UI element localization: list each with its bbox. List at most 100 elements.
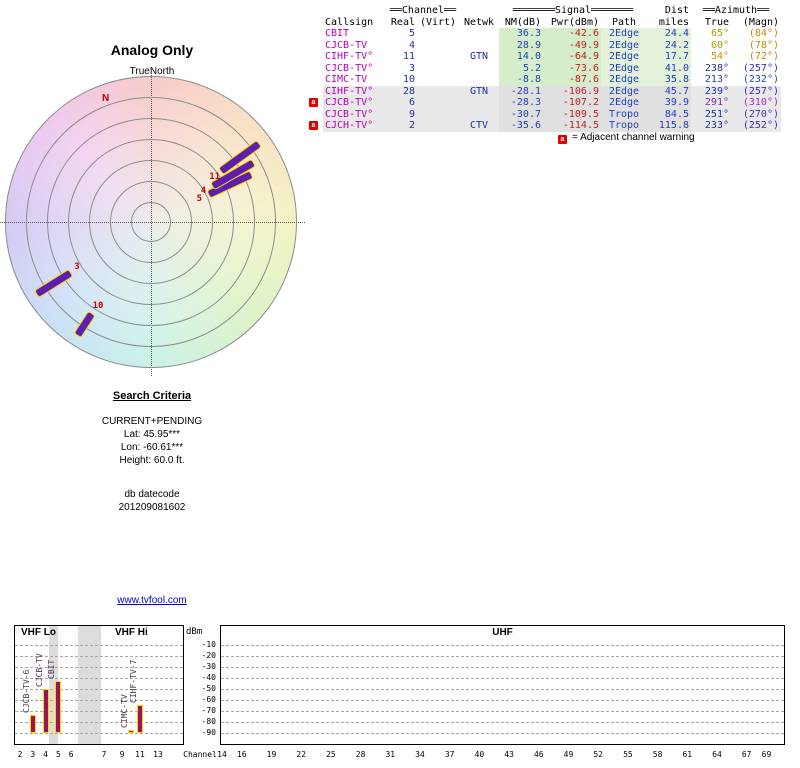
x-tick-label: 2 xyxy=(17,750,23,759)
cell-magn: (270°) xyxy=(731,108,781,120)
legend-text: = Adjacent channel warning xyxy=(572,132,695,143)
cell-true: 239° xyxy=(691,85,731,97)
x-tick-label: 9 xyxy=(119,750,125,759)
x-tick-label: 13 xyxy=(153,750,163,759)
gridline xyxy=(221,656,784,657)
gridline xyxy=(15,733,183,734)
signal-bar-ch11 xyxy=(137,705,143,733)
radar-ring xyxy=(110,181,192,263)
cell-magn: (252°) xyxy=(731,120,781,132)
cell-pwr: -87.6 xyxy=(543,74,601,86)
criteria-mode: CURRENT+PENDING xyxy=(101,416,203,427)
vhf-hi-title: VHF Hi xyxy=(115,627,148,638)
radar-channel-label-ch3: 3 xyxy=(74,262,80,273)
cell-pwr: -49.9 xyxy=(543,39,601,51)
y-tick-label: -30 xyxy=(201,662,216,671)
gridline xyxy=(15,700,183,701)
cell-true: 65° xyxy=(710,28,729,39)
cell-true: 238° xyxy=(704,62,729,74)
radar-plot: N 5 4 11 3 10 xyxy=(0,68,305,376)
radar-channel-label-ch5: 5 xyxy=(196,193,202,204)
cell-path: Tropo xyxy=(601,120,647,132)
cell-miles: 17.7 xyxy=(647,51,691,63)
x-tick-label: 40 xyxy=(474,750,485,759)
cell-miles: 39.9 xyxy=(647,97,691,109)
x-tick-label: 34 xyxy=(415,750,425,759)
cell-miles: 45.7 xyxy=(647,85,691,97)
gridline xyxy=(15,689,183,690)
radar-ring xyxy=(47,118,255,326)
cell-miles: 84.5 xyxy=(647,108,691,120)
table-row: CIHF-TV° 11 GTN 14.0 -64.9 2Edge 17.7 54° (72°) xyxy=(323,51,781,63)
x-tick-label: 5 xyxy=(55,750,61,759)
cell-pwr: -109.5 xyxy=(543,108,601,120)
gridline xyxy=(221,645,784,646)
criteria-lon: Lon: -60.61*** xyxy=(120,442,184,453)
table-row: CBIT 5 36.3 -42.6 2Edge 24.4 65° (84°) xyxy=(323,28,781,40)
cell-true: 60° xyxy=(710,39,729,51)
gridline xyxy=(221,678,784,679)
cell-pwr: -73.6 xyxy=(543,62,601,74)
cell-callsign: CJCB-TV° xyxy=(323,108,387,120)
adjacent-warning-legend: a = Adjacent channel warning xyxy=(558,132,695,144)
channel-gap-band xyxy=(49,626,58,744)
cell-callsign: CJCH-TV° a xyxy=(309,120,387,132)
cell-virt xyxy=(417,63,459,75)
gridline xyxy=(221,667,784,668)
azimuth-group-header: ══Azimuth══ xyxy=(702,5,770,16)
cell-nm: -28.1 xyxy=(499,85,543,97)
cell-netwk xyxy=(459,40,499,52)
channel-group-header: ══Channel══ xyxy=(389,5,457,16)
col-netwk: Netwk xyxy=(463,16,495,28)
col-miles: miles xyxy=(658,16,689,28)
cell-true: 291° xyxy=(691,97,731,109)
cell-real: 11 xyxy=(402,51,415,62)
cell-miles: 41.0 xyxy=(647,62,691,74)
fm-band-gap xyxy=(78,626,101,744)
y-tick-label: -40 xyxy=(201,673,216,682)
cell-real: 10 xyxy=(402,74,415,85)
cell-callsign: CIHF-TV° xyxy=(325,51,374,62)
db-datecode-value: 201209081602 xyxy=(118,502,186,513)
cell-virt xyxy=(417,97,459,109)
cell-virt xyxy=(417,74,459,86)
signal-bar-ch5 xyxy=(55,680,62,733)
cell-real: 9 xyxy=(387,108,417,120)
gridline xyxy=(15,722,183,723)
radar-channel-label-ch4: 4 xyxy=(200,185,207,196)
cell-nm: -8.8 xyxy=(499,74,543,86)
cell-path: 2Edge xyxy=(601,39,647,51)
tvfool-link[interactable]: www.tvfool.com xyxy=(117,595,187,606)
cell-magn: (72°) xyxy=(748,51,779,62)
cell-callsign: CJCB-TV° a xyxy=(309,97,387,109)
x-axis-label: Channel xyxy=(183,750,217,759)
table-row: CJCB-TV° 9 -30.7 -109.5 Tropo 84.5 251° (270°) xyxy=(323,108,781,120)
criteria-lat: Lat: 45.95*** xyxy=(123,429,181,440)
x-tick-label: 4 xyxy=(43,750,48,759)
col-virt: (Virt) xyxy=(419,16,457,28)
cell-magn: (257°) xyxy=(742,62,779,74)
x-tick-label: 46 xyxy=(533,750,544,759)
gridline xyxy=(15,711,183,712)
cell-virt xyxy=(417,51,459,63)
cell-netwk: CTV xyxy=(459,120,499,132)
adjacent-warning-icon: a xyxy=(309,98,318,107)
db-datecode-label: db datecode xyxy=(124,489,180,500)
cell-true: 233° xyxy=(691,120,731,132)
radar-ring xyxy=(131,202,171,242)
y-tick-label: -10 xyxy=(201,640,216,649)
signal-bar-ch4 xyxy=(42,688,49,733)
cell-netwk xyxy=(459,63,499,75)
table-row: CIHF-TV° 28 GTN -28.1 -106.9 2Edge 45.7 239° (25… xyxy=(323,85,781,97)
cell-callsign: CIMC-TV xyxy=(325,74,368,85)
signal-label-ch11: CIHF-TV-7 xyxy=(129,660,138,704)
y-tick-label: -90 xyxy=(201,728,216,737)
cell-path: 2Edge xyxy=(601,51,647,63)
cell-true: 251° xyxy=(691,108,731,120)
gridline xyxy=(221,700,784,701)
table-row: CJCB-TV 4 28.9 -49.9 2Edge 24.2 60° (78°) xyxy=(323,39,781,52)
cell-nm: -30.7 xyxy=(499,108,543,120)
x-tick-label: 37 xyxy=(444,750,455,759)
cell-callsign: CJCB-TV xyxy=(325,39,368,51)
site-link-wrap: www.tvfool.com xyxy=(2,590,302,608)
